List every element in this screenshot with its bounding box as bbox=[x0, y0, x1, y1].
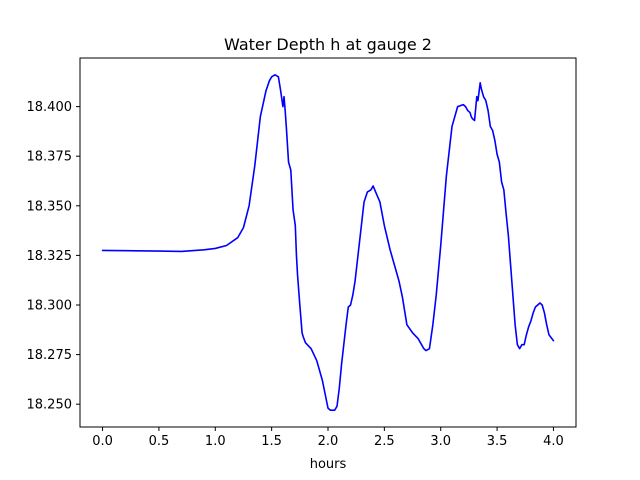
x-tick-label: 4.0 bbox=[543, 434, 564, 449]
y-axis: 18.250 18.275 18.300 18.325 18.350 18.375 18.4… bbox=[27, 100, 80, 413]
plot-area bbox=[101, 74, 555, 411]
y-tick-label: 18.250 bbox=[27, 398, 73, 413]
y-tick-label: 18.400 bbox=[27, 100, 73, 115]
chart-title: Water Depth h at gauge 2 bbox=[224, 35, 432, 54]
x-tick-label: 2.0 bbox=[318, 434, 339, 449]
x-tick-label: 3.5 bbox=[487, 434, 508, 449]
x-tick-label: 3.0 bbox=[430, 434, 451, 449]
series-line-0 bbox=[101, 74, 555, 411]
x-axis-label: hours bbox=[310, 457, 347, 472]
y-tick-label: 18.275 bbox=[27, 348, 73, 363]
x-tick-label: 1.0 bbox=[205, 434, 226, 449]
x-tick-label: 0.0 bbox=[92, 434, 113, 449]
y-tick-label: 18.300 bbox=[27, 298, 73, 313]
x-tick-label: 1.5 bbox=[261, 434, 282, 449]
x-tick-label: 0.5 bbox=[149, 434, 170, 449]
y-tick-label: 18.325 bbox=[27, 249, 73, 264]
y-tick-label: 18.350 bbox=[27, 199, 73, 214]
x-tick-label: 2.5 bbox=[374, 434, 395, 449]
y-tick-label: 18.375 bbox=[27, 150, 73, 165]
x-axis: 0.0 0.5 1.0 1.5 2.0 2.5 3.0 3.5 4.0 bbox=[92, 427, 564, 449]
